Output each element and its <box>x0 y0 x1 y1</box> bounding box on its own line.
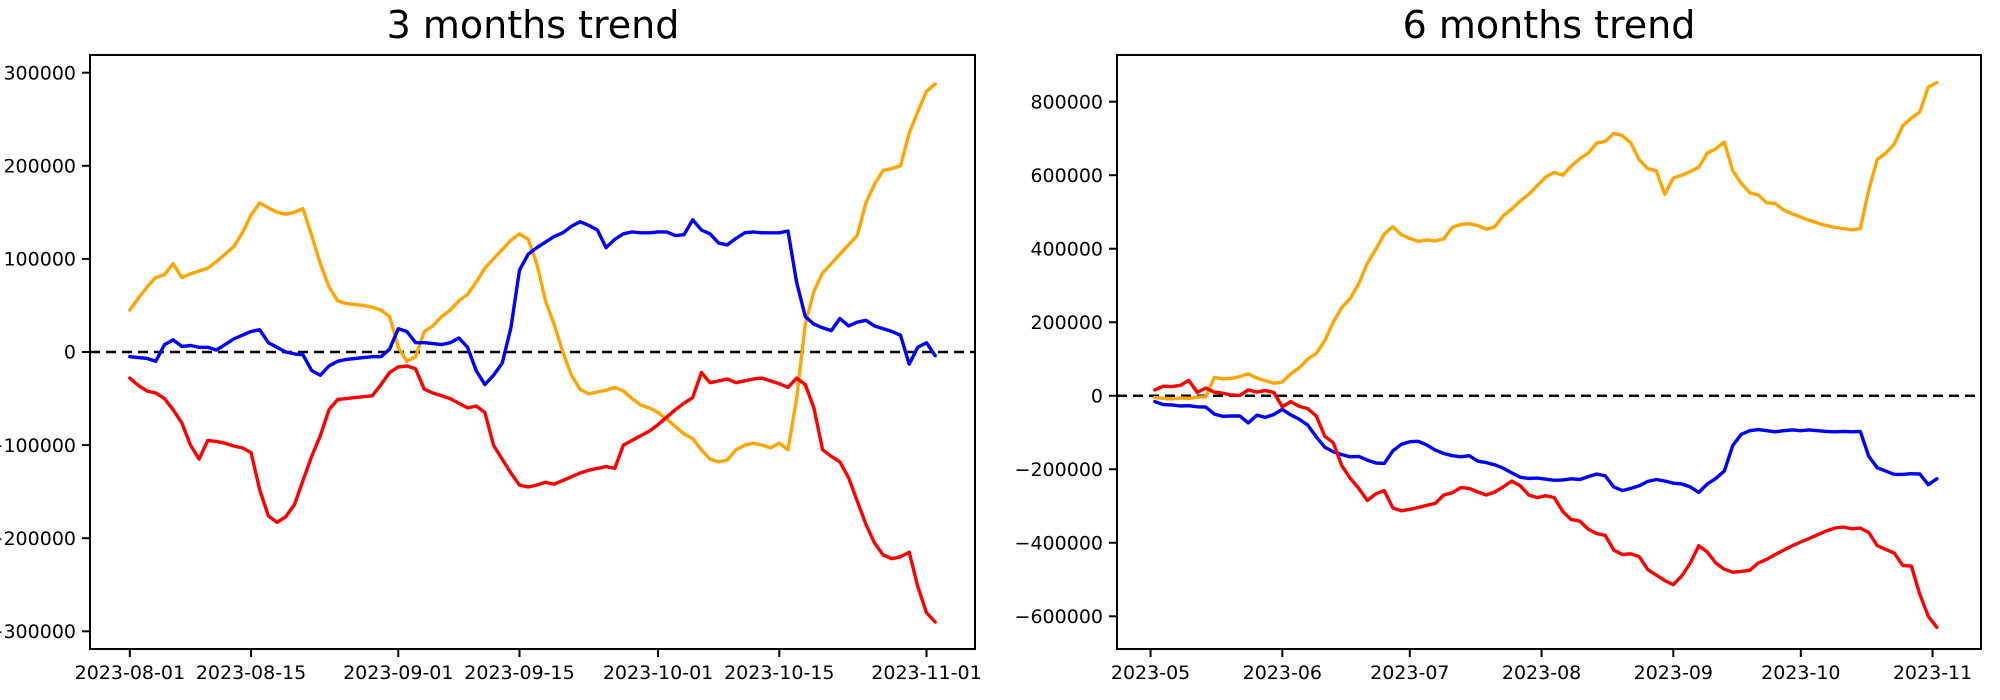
x-tick-label: 2023-09-15 <box>464 662 574 684</box>
y-tick-label: −300000 <box>0 621 76 643</box>
y-tick-label: 600000 <box>1030 165 1103 187</box>
chart-title-3-months: 3 months trend <box>386 3 680 47</box>
x-tick-label: 2023-11 <box>1893 662 1972 684</box>
x-tick-label: 2023-11-01 <box>871 662 981 684</box>
y-tick-label: 200000 <box>3 155 76 177</box>
x-tick-label: 2023-09 <box>1634 662 1713 684</box>
x-tick-label: 2023-08-15 <box>196 662 306 684</box>
chart-6-months-trend: 2023-05 2023-06 2023-07 2023-08 2023-09 2023-… <box>1015 54 1982 684</box>
x-tick-label: 2023-09-01 <box>343 662 453 684</box>
y-tick-label: −200000 <box>1015 459 1103 481</box>
x-tick-label: 2023-10-01 <box>603 662 713 684</box>
y-tick-label: −600000 <box>1015 606 1103 628</box>
y-tick-label: 800000 <box>1030 91 1103 113</box>
x-tick-label: 2023-06 <box>1243 662 1322 684</box>
y-tick-label: 200000 <box>1030 312 1103 334</box>
axes-frame <box>1116 54 1982 650</box>
red-series <box>128 364 937 624</box>
x-tick-label: 2023-07 <box>1370 662 1449 684</box>
y-tick-label: 0 <box>64 342 76 364</box>
y-tick-label: 0 <box>1091 385 1103 407</box>
x-tick-label: 2023-05 <box>1111 662 1190 684</box>
y-tick-label: −200000 <box>0 528 76 550</box>
chart-3-months-trend: 2023-08-01 2023-08-15 2023-09-01 2023-09-15… <box>0 54 982 684</box>
chart-title-6-months: 6 months trend <box>1402 3 1696 47</box>
y-tick-label: 300000 <box>3 62 76 84</box>
y-tick-label: 100000 <box>3 249 76 271</box>
y-tick-label: −400000 <box>1015 532 1103 554</box>
y-tick-label: 400000 <box>1030 238 1103 260</box>
x-tick-label: 2023-08-01 <box>75 662 185 684</box>
blue-series <box>128 218 937 387</box>
x-tick-label: 2023-10-15 <box>724 662 834 684</box>
blue-series <box>1153 399 1939 495</box>
x-tick-label: 2023-08 <box>1502 662 1581 684</box>
red-series <box>1153 378 1939 629</box>
orange-series <box>1153 80 1939 401</box>
x-tick-label: 2023-10 <box>1761 662 1840 684</box>
y-tick-label: −100000 <box>0 435 76 457</box>
